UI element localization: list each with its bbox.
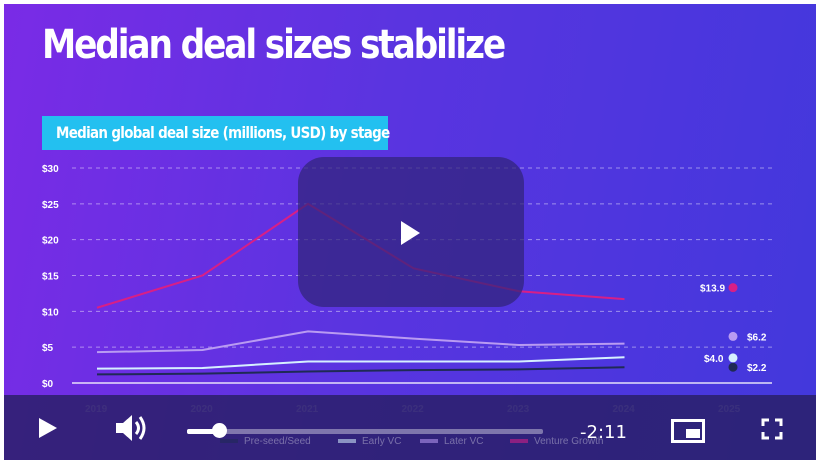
progress-scrubber[interactable] (212, 423, 228, 438)
legend-item: Pre-seed/Seed (220, 436, 311, 447)
play-button[interactable] (39, 418, 57, 438)
legend-label: Early VC (362, 436, 402, 447)
legend-swatch (420, 439, 438, 444)
y-tick-label: $25 (42, 200, 59, 211)
y-tick-label: $10 (42, 307, 59, 318)
progress-fill (187, 429, 220, 434)
big-play-button[interactable] (298, 157, 524, 307)
series-end-marker (728, 353, 738, 363)
play-icon (401, 221, 420, 245)
picture-in-picture-icon[interactable] (671, 419, 705, 443)
legend-swatch (510, 439, 528, 444)
fullscreen-icon[interactable] (761, 418, 783, 440)
legend-item: Venture Growth (510, 436, 603, 447)
legend-swatch (220, 439, 238, 444)
series-end-marker (728, 331, 738, 341)
series-line (96, 356, 625, 370)
series-end-label: $2.2 (747, 363, 767, 374)
legend-swatch (338, 439, 356, 444)
volume-icon[interactable] (114, 413, 148, 443)
video-player[interactable]: Median deal sizes stabilize Median globa… (4, 4, 816, 460)
legend-label: Pre-seed/Seed (244, 436, 311, 447)
series-end-marker (728, 362, 738, 372)
player-controls: -2:11 Pre-seed/Seed Early VC Later VC Ventu… (4, 395, 816, 460)
series-end-label: $6.2 (747, 332, 767, 343)
y-tick-label: $30 (42, 164, 59, 175)
chart-subtitle-box: Median global deal size (millions, USD) … (42, 116, 390, 150)
series-line (96, 366, 625, 376)
y-tick-label: $0 (42, 379, 54, 390)
time-remaining: -2:11 (580, 422, 627, 443)
legend-label: Later VC (444, 436, 484, 447)
series-end-label: $13.9 (700, 284, 725, 295)
legend-item: Later VC (420, 436, 483, 447)
series-end-marker (728, 283, 738, 293)
series-end-label: $4.0 (704, 354, 724, 365)
y-tick-label: $20 (42, 236, 59, 247)
y-tick-label: $15 (42, 272, 59, 283)
y-tick-label: $5 (42, 343, 54, 354)
slide-headline: Median deal sizes stabilize (42, 22, 506, 68)
legend-label: Venture Growth (534, 436, 604, 447)
series-line (96, 330, 625, 354)
legend-item: Early VC (338, 436, 401, 447)
progress-bar[interactable] (187, 429, 543, 434)
chart-subtitle: Median global deal size (millions, USD) … (56, 123, 390, 142)
